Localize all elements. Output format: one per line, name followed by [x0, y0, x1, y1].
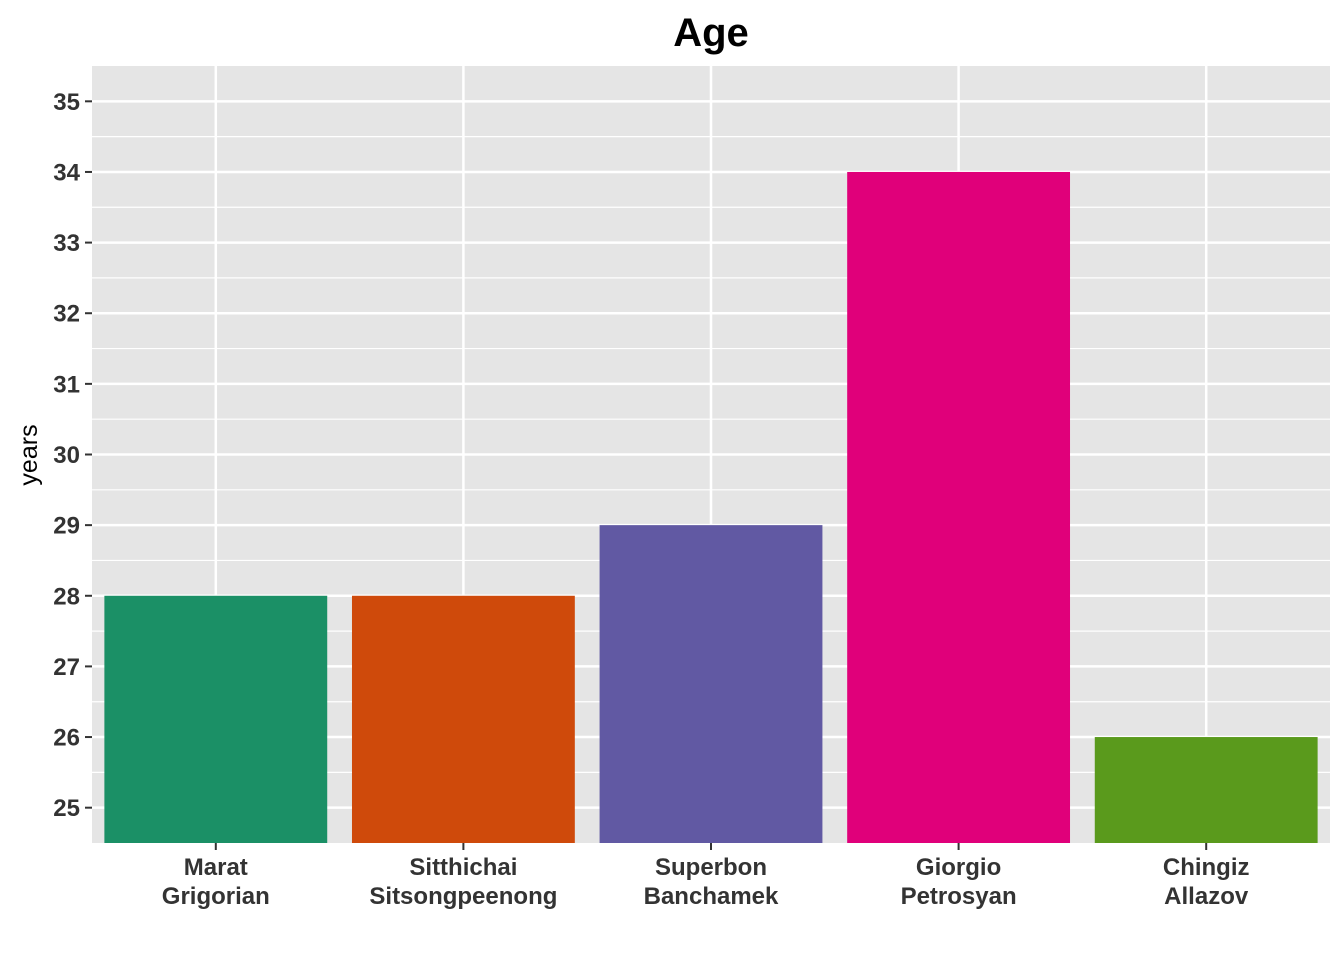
y-tick-label: 27: [53, 654, 80, 681]
y-tick-label: 30: [53, 442, 80, 469]
bar: [1094, 737, 1318, 843]
y-tick-label: 35: [53, 89, 80, 116]
y-tick-label: 31: [53, 371, 80, 398]
x-tick-label: Giorgio Petrosyan: [901, 854, 1017, 910]
bar: [104, 595, 328, 843]
y-tick-label: 34: [53, 159, 80, 186]
y-tick-label: 26: [53, 725, 80, 752]
x-tick-label: Chingiz Allazov: [1163, 854, 1250, 910]
y-axis: 25 26 27 28 29 30 31 32 33 34 35: [53, 89, 92, 822]
y-tick-label: 25: [53, 795, 80, 822]
x-axis: Marat Grigorian Sitthichai Sitsongpeenong Su…: [162, 843, 1250, 910]
y-tick-label: 33: [53, 230, 80, 257]
bars: [104, 171, 1318, 844]
y-tick-label: 29: [53, 513, 80, 540]
bar: [599, 525, 823, 843]
y-axis-label: years: [15, 424, 43, 485]
chart-title: Age: [673, 11, 749, 55]
y-tick-label: 32: [53, 301, 80, 328]
y-tick-label: 28: [53, 583, 80, 610]
bar: [847, 171, 1071, 844]
bar: [351, 595, 575, 843]
x-tick-label: Superbon Banchamek: [644, 854, 779, 910]
x-tick-label: Marat Grigorian: [162, 854, 270, 910]
x-tick-label: Sitthichai Sitsongpeenong: [369, 854, 557, 910]
